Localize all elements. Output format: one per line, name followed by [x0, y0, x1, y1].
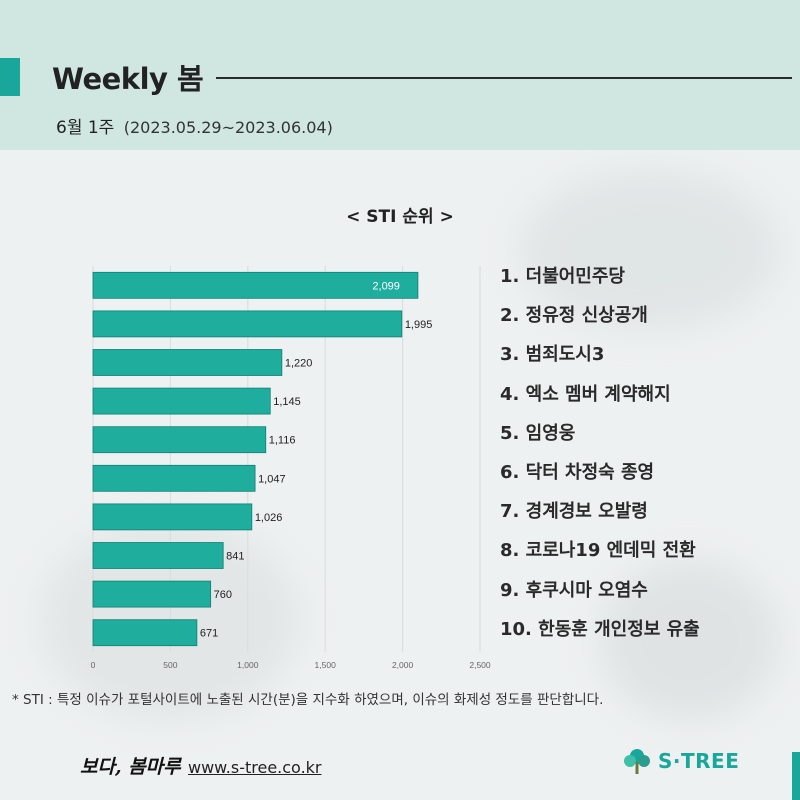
- bar-value-label: 1,026: [255, 512, 283, 524]
- bar-value-label: 760: [214, 589, 232, 601]
- background-blur: [520, 170, 780, 330]
- date-range: (2023.05.29~2023.06.04): [123, 118, 333, 137]
- ranking-item-8: 8. 코로나19 엔데믹 전환: [500, 540, 696, 562]
- week-label: 6월 1주: [56, 118, 115, 138]
- week-info: 6월 1주 (2023.05.29~2023.06.04): [56, 113, 333, 138]
- bar: [92, 503, 253, 531]
- x-tick-label: 500: [163, 660, 177, 670]
- bar-value-label: 1,220: [285, 358, 313, 370]
- x-tick-label: 0: [91, 660, 96, 670]
- page-title: Weekly 봄: [52, 62, 204, 96]
- bar: [92, 349, 283, 376]
- bar: [92, 580, 212, 608]
- ranking-item-6: 6. 닥터 차정숙 종영: [500, 462, 655, 483]
- bar-value-label: 2,099: [372, 280, 400, 292]
- ranking-item-5: 5. 임영웅: [500, 422, 576, 444]
- ranking-item-10: 10. 한동훈 개인정보 유출: [500, 618, 700, 640]
- bar: [92, 310, 403, 338]
- bar-value-label: 1,145: [273, 396, 301, 408]
- background-blur: [600, 560, 780, 720]
- x-tick-label: 1,500: [315, 660, 337, 670]
- bar: [92, 619, 198, 647]
- bar-value-label: 1,116: [269, 435, 296, 447]
- website-link[interactable]: www.s-tree.co.kr: [188, 758, 322, 777]
- x-tick-label: 1,000: [237, 660, 259, 670]
- ranking-item-1: 1. 더불어민주당: [500, 266, 625, 287]
- ranking-item-9: 9. 후쿠시마 오염수: [500, 579, 648, 601]
- header-accent-bar: [0, 58, 20, 96]
- x-tick-label: 2,500: [469, 660, 491, 670]
- footnote: * STI : 특정 이슈가 포털사이트에 노출된 시간(분)을 지수화 하였으…: [12, 692, 604, 708]
- bar: [92, 464, 256, 492]
- x-tick-label: 2,000: [392, 660, 414, 670]
- bar-value-label: 841: [226, 551, 244, 563]
- tree-icon: [624, 749, 650, 774]
- ranking-item-3: 3. 범죄도시3: [500, 344, 605, 366]
- ranking-item-4: 4. 엑소 멤버 계약해지: [500, 383, 671, 405]
- bar: [92, 426, 267, 454]
- bar: [92, 542, 224, 569]
- bar: [92, 271, 419, 299]
- corner-accent-bar: [792, 752, 800, 800]
- ranking-item-2: 2. 정유정 신상공개: [500, 305, 648, 327]
- ranking-item-7: 7. 경계경보 오발령: [500, 501, 648, 523]
- title-divider: [216, 77, 792, 79]
- company-name: S·TREE: [658, 749, 740, 773]
- bar-value-label: 1,047: [258, 473, 286, 485]
- chart-title: < STI 순위 >: [346, 207, 454, 227]
- header-band: Weekly 봄 6월 1주 (2023.05.29~2023.06.04): [0, 0, 800, 150]
- company-logo: S·TREE: [622, 746, 739, 776]
- bar-value-label: 671: [200, 628, 218, 640]
- brand-logo: 보다, 봄마루: [80, 756, 181, 778]
- bar-value-label: 1,995: [405, 319, 433, 331]
- bar: [92, 387, 271, 415]
